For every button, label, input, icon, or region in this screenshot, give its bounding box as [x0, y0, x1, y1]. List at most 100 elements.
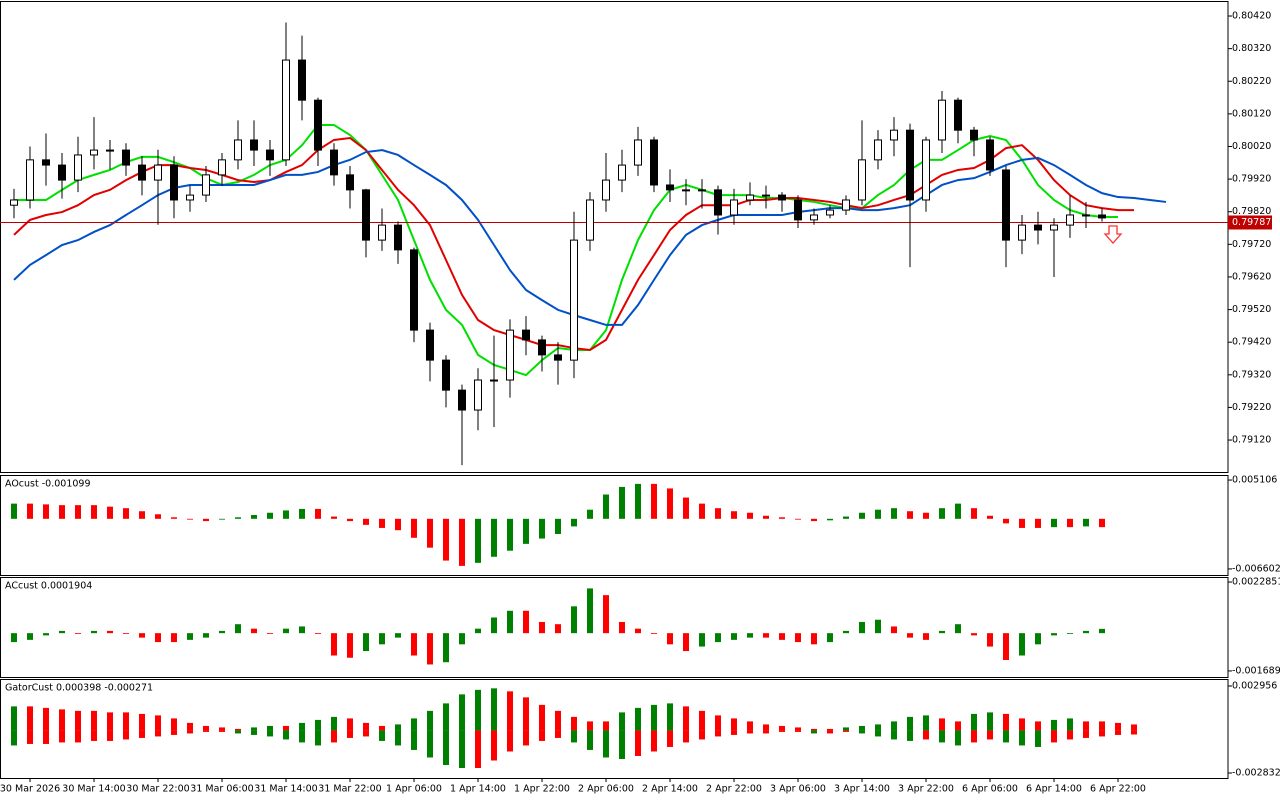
histogram-bar	[347, 718, 353, 731]
histogram-bar	[43, 707, 49, 731]
histogram-bar	[11, 706, 17, 731]
histogram-bar	[939, 630, 945, 634]
histogram-bar	[699, 710, 705, 731]
histogram-bar	[155, 633, 161, 643]
histogram-bar	[299, 626, 305, 634]
histogram-bar	[731, 511, 737, 519]
candle-body	[218, 159, 226, 176]
histogram-bar	[1035, 518, 1041, 528]
y-tick-label: 0.79620	[1232, 271, 1271, 282]
histogram-bar	[395, 724, 401, 731]
histogram-bar	[683, 730, 689, 743]
y-tick-label: -0.0016896	[1232, 665, 1280, 676]
histogram-bar	[683, 497, 689, 519]
histogram-bar	[139, 730, 145, 738]
histogram-bar	[1003, 713, 1009, 731]
histogram-bar	[475, 730, 481, 769]
candle-body	[842, 199, 850, 211]
histogram-bar	[843, 727, 849, 731]
histogram-bar	[235, 728, 241, 731]
candle-body	[490, 379, 498, 382]
histogram-bar	[283, 725, 289, 731]
histogram-bar	[1067, 718, 1073, 731]
histogram-bar	[411, 718, 417, 731]
histogram-bar	[11, 633, 17, 643]
histogram-bar	[363, 633, 369, 652]
histogram-bar	[555, 624, 561, 634]
histogram-bar	[635, 483, 641, 519]
x-tick-label: 2 Apr 22:00	[706, 784, 762, 795]
y-tick-label: -0.002832	[1232, 767, 1280, 778]
histogram-bar	[43, 730, 49, 744]
histogram-bar	[219, 727, 225, 731]
histogram-bar	[635, 730, 641, 756]
histogram-bar	[955, 730, 961, 746]
histogram-bar	[603, 494, 609, 519]
histogram-bar	[315, 508, 321, 519]
candle-body	[138, 164, 146, 181]
histogram-bar	[955, 721, 961, 731]
histogram-bar	[795, 727, 801, 731]
x-tick-label: 3 Apr 06:00	[770, 784, 826, 795]
x-tick-label: 30 Mar 2026	[0, 784, 60, 795]
histogram-bar	[123, 712, 129, 731]
histogram-bar	[891, 730, 897, 740]
candle-body	[746, 194, 754, 201]
y-tick-label: 0.79420	[1232, 337, 1271, 348]
histogram-bar	[731, 633, 737, 640]
candle-body	[154, 164, 162, 181]
histogram-bar	[427, 730, 433, 758]
histogram-bar	[171, 718, 177, 731]
histogram-bar	[1051, 518, 1057, 528]
candle-body	[26, 159, 34, 201]
histogram-bar	[747, 512, 753, 519]
histogram-bar	[187, 633, 193, 640]
histogram-bar	[219, 730, 225, 732]
histogram-bar	[715, 508, 721, 519]
histogram-bar	[667, 488, 673, 519]
histogram-bar	[1019, 633, 1025, 656]
histogram-bar	[715, 730, 721, 737]
last-price-box	[1228, 215, 1272, 230]
histogram-bar	[1019, 718, 1025, 731]
candle-body	[826, 209, 834, 216]
histogram-bar	[651, 633, 657, 634]
histogram-bar	[299, 722, 305, 731]
histogram-bar	[795, 633, 801, 643]
histogram-bar	[1035, 730, 1041, 747]
histogram-bar	[267, 730, 273, 737]
sell-arrow	[1103, 225, 1123, 244]
histogram-bar	[427, 518, 433, 548]
candle-body	[714, 189, 722, 216]
histogram-bar	[875, 509, 881, 519]
histogram-bar	[635, 628, 641, 634]
histogram-bar	[971, 713, 977, 731]
histogram-bar	[651, 704, 657, 731]
histogram-bar	[587, 730, 593, 750]
histogram-bar	[667, 730, 673, 747]
histogram-bar	[539, 704, 545, 731]
histogram-bar	[267, 633, 273, 634]
histogram-bar	[443, 730, 449, 765]
histogram-bar	[187, 730, 193, 734]
histogram-bar	[395, 730, 401, 746]
histogram-bar	[187, 722, 193, 731]
histogram-bar	[571, 518, 577, 527]
histogram-bar	[811, 518, 817, 522]
candle-body	[954, 99, 962, 131]
histogram-bar	[1067, 518, 1073, 528]
histogram-bar	[875, 730, 881, 737]
histogram-bar	[267, 512, 273, 519]
histogram-bar	[459, 730, 465, 769]
histogram-bar	[523, 697, 529, 731]
candle-body	[986, 139, 994, 171]
histogram-bar	[187, 518, 193, 520]
histogram-bar	[411, 518, 417, 538]
histogram-bar	[91, 710, 97, 731]
histogram-bar	[139, 713, 145, 731]
histogram-bar	[1035, 633, 1041, 645]
histogram-bar	[43, 504, 49, 519]
histogram-bar	[699, 503, 705, 519]
histogram-bar	[251, 515, 257, 519]
panel-title: ACcust 0.0001904	[5, 581, 92, 592]
